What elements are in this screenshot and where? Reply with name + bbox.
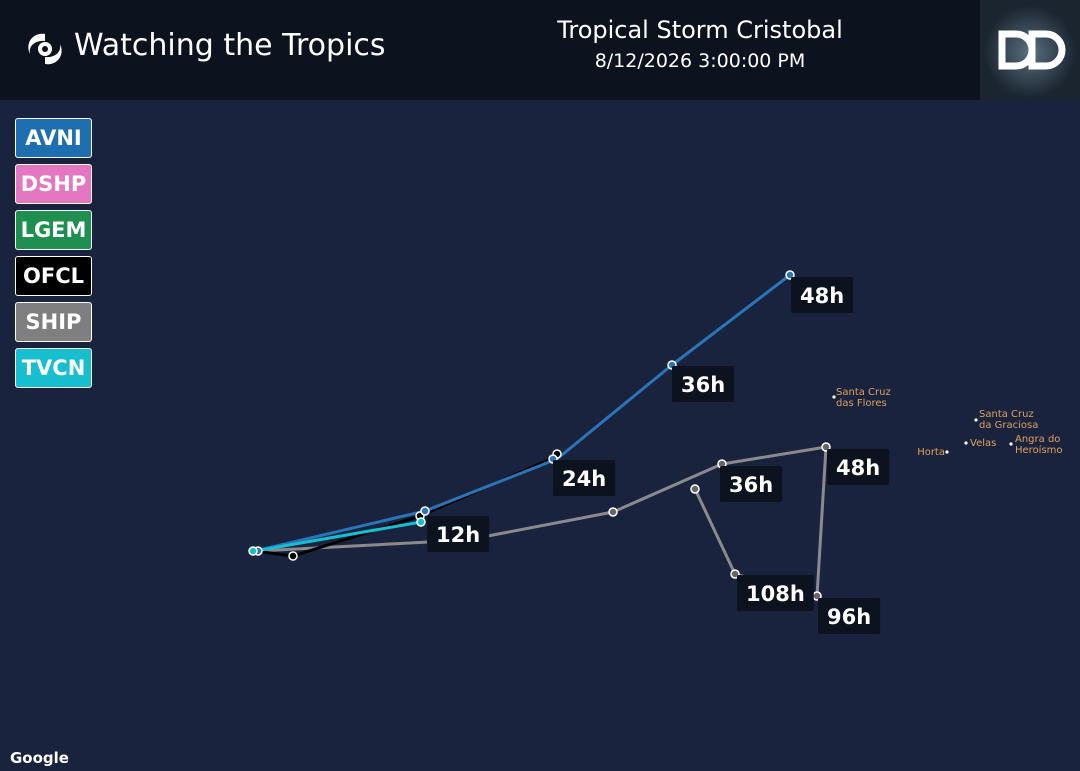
track-label-box [553,460,616,496]
track-label-box [791,277,854,313]
storm-name: Tropical Storm Cristobal [557,16,843,44]
track-label: 24h [562,467,606,491]
place-dot [964,441,968,445]
track-label: 36h [729,473,773,497]
place-dot [832,395,836,399]
place-label: Horta [917,447,945,458]
header: Watching the Tropics Tropical Storm Cris… [0,0,1080,100]
legend: AVNI DSHP LGEM OFCL SHIP TVCN [15,118,92,394]
place-dot [1009,442,1013,446]
track-label-box [672,366,735,402]
place-label: Santa Cruz [836,387,891,398]
track-label-box [818,598,881,634]
logo [980,0,1080,100]
track-label: 48h [836,456,880,480]
place-label: da Graciosa [979,420,1038,431]
legend-button[interactable]: LGEM [15,210,92,250]
track-label-box [427,516,490,552]
place-label: Santa Cruz [979,409,1034,420]
place-label: Heroísmo [1015,444,1063,456]
datetime: 8/12/2026 3:00:00 PM [594,50,806,72]
place-label: Velas [970,438,996,449]
track-label: 36h [681,373,725,397]
track-labels: 48h 36h 24h 12h 36h 48h 108h 96h [427,277,890,634]
legend-button[interactable]: SHIP [15,302,92,342]
track-label-box [720,466,783,502]
track-label-box [827,449,890,485]
place-dot [974,418,978,422]
tvcn-track [254,520,422,553]
track-label: 96h [827,605,871,629]
legend-button[interactable]: AVNI [15,118,92,158]
place-label: Angra do [1015,434,1060,445]
track-label: 48h [800,284,844,308]
track-label: 108h [746,582,805,606]
place-dot [945,450,949,454]
legend-button[interactable]: OFCL [15,256,92,296]
legend-button[interactable]: TVCN [15,348,92,388]
legend-button[interactable]: DSHP [15,164,92,204]
track-label: 12h [436,523,480,547]
track-label-box [737,575,814,611]
place-label: das Flores [836,398,887,409]
storm-icon [28,33,62,65]
attribution: Google [10,749,69,767]
app-title: Watching the Tropics [74,28,386,63]
